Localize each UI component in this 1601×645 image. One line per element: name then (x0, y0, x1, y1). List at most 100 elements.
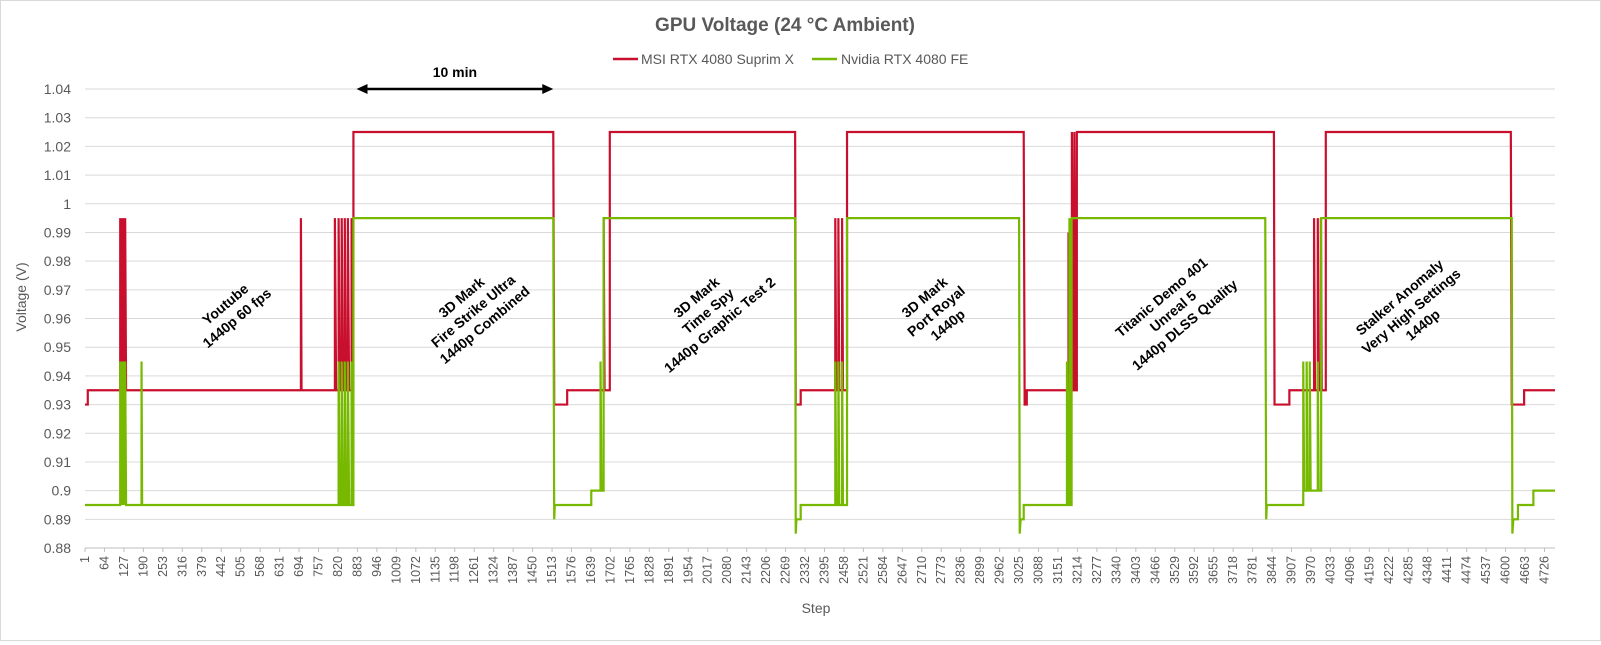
x-tick-label: 4348 (1421, 556, 1435, 584)
x-axis-title: Step (802, 600, 831, 616)
y-axis-title: Voltage (V) (13, 262, 29, 331)
x-tick-label: 694 (292, 556, 306, 577)
x-tick-label: 1576 (564, 556, 578, 584)
y-tick-label: 0.89 (44, 511, 71, 527)
x-tick-label: 2206 (759, 556, 773, 584)
x-tick-label: 3466 (1148, 556, 1162, 584)
x-tick-label: 1072 (409, 556, 423, 584)
y-tick-label: 0.97 (44, 282, 71, 298)
x-tick-label: 1765 (623, 556, 637, 584)
x-tick-label: 1828 (642, 556, 656, 584)
x-tick-label: 1702 (603, 556, 617, 584)
x-tick-label: 757 (312, 556, 326, 577)
x-tick-label: 2143 (740, 556, 754, 584)
x-tick-label: 1513 (545, 556, 559, 584)
x-tick-label: 1954 (681, 556, 695, 584)
x-tick-label: 1891 (662, 556, 676, 584)
x-tick-label: 2017 (701, 556, 715, 584)
x-tick-label: 2647 (895, 556, 909, 584)
y-tick-label: 1.02 (44, 138, 71, 154)
x-tick-label: 568 (253, 556, 267, 577)
x-tick-label: 4033 (1323, 556, 1337, 584)
x-tick-label: 442 (214, 556, 228, 577)
y-tick-label: 0.92 (44, 425, 71, 441)
x-axis: 1 64 127 190 253 316 379 442 505 568 631 694 757 820 8… (78, 547, 1555, 584)
x-tick-label: 2458 (837, 556, 851, 584)
gridlines (85, 88, 1555, 549)
x-tick-label: 4096 (1343, 556, 1357, 584)
x-tick-label: 4411 (1440, 556, 1454, 583)
x-tick-label: 1387 (506, 556, 520, 584)
x-tick-label: 2962 (993, 556, 1007, 584)
x-tick-label: 3970 (1304, 556, 1318, 584)
x-tick-label: 4159 (1362, 556, 1376, 584)
x-tick-label: 3340 (1109, 556, 1123, 584)
x-tick-label: 883 (350, 556, 364, 577)
x-tick-label: 2332 (798, 556, 812, 584)
duration-arrow-right-head (542, 84, 554, 94)
x-tick-label: 1 (78, 556, 92, 563)
x-tick-label: 379 (195, 556, 209, 577)
series-line-0 (85, 130, 1555, 406)
x-tick-label: 3718 (1226, 556, 1240, 584)
x-tick-label: 505 (234, 556, 248, 577)
x-tick-label: 64 (97, 556, 111, 570)
y-tick-label: 0.99 (44, 224, 71, 240)
x-tick-label: 946 (370, 556, 384, 577)
x-tick-label: 2710 (915, 556, 929, 584)
x-tick-label: 2836 (954, 556, 968, 584)
x-tick-label: 631 (273, 556, 287, 577)
x-tick-label: 1198 (448, 556, 462, 583)
y-tick-label: 0.91 (44, 454, 71, 470)
x-tick-label: 3781 (1246, 556, 1260, 584)
x-tick-label: 3088 (1032, 556, 1046, 584)
x-tick-label: 4222 (1382, 556, 1396, 584)
x-tick-label: 2080 (720, 556, 734, 584)
y-tick-label: 1 (63, 196, 71, 212)
x-tick-label: 3655 (1207, 556, 1221, 584)
x-tick-label: 1450 (526, 556, 540, 584)
x-tick-label: 4285 (1401, 556, 1415, 584)
x-tick-label: 127 (117, 556, 131, 577)
x-tick-label: 3277 (1090, 556, 1104, 584)
legend-label-msi: MSI RTX 4080 Suprim X (641, 51, 795, 67)
legend: MSI RTX 4080 Suprim X Nvidia RTX 4080 FE (613, 51, 968, 67)
x-tick-label: 2899 (973, 556, 987, 584)
y-tick-label: 1.04 (44, 81, 71, 97)
duration-arrow-left-head (356, 84, 368, 94)
x-tick-label: 2773 (934, 556, 948, 584)
x-tick-label: 4474 (1460, 556, 1474, 584)
x-tick-label: 2521 (856, 556, 870, 584)
duration-marker: 10 min (356, 64, 554, 94)
x-tick-label: 1639 (584, 556, 598, 584)
x-tick-label: 316 (175, 556, 189, 577)
x-tick-label: 2269 (779, 556, 793, 584)
x-tick-label: 3214 (1070, 556, 1084, 584)
legend-label-nvidia: Nvidia RTX 4080 FE (841, 51, 968, 67)
x-tick-label: 3529 (1168, 556, 1182, 584)
chart-title: GPU Voltage (24 °C Ambient) (655, 15, 915, 36)
y-tick-label: 0.96 (44, 311, 71, 327)
y-tick-label: 0.95 (44, 339, 71, 355)
x-tick-label: 3844 (1265, 556, 1279, 584)
x-tick-label: 2395 (817, 556, 831, 584)
y-tick-label: 0.93 (44, 397, 71, 413)
x-tick-label: 4600 (1499, 556, 1513, 584)
x-tick-label: 1135 (428, 556, 442, 583)
x-tick-label: 1324 (487, 556, 501, 584)
y-tick-label: 0.94 (44, 368, 71, 384)
y-axis: 0.88 0.89 0.9 0.91 0.92 0.93 0.94 0.95 0.96 0.97 0… (44, 81, 71, 556)
y-tick-label: 0.98 (44, 253, 71, 269)
y-tick-label: 0.9 (52, 483, 72, 499)
y-tick-label: 0.88 (44, 540, 71, 556)
x-tick-label: 3907 (1285, 556, 1299, 584)
y-tick-label: 1.01 (44, 167, 71, 183)
x-tick-label: 190 (136, 556, 150, 577)
x-tick-label: 3151 (1051, 556, 1065, 584)
